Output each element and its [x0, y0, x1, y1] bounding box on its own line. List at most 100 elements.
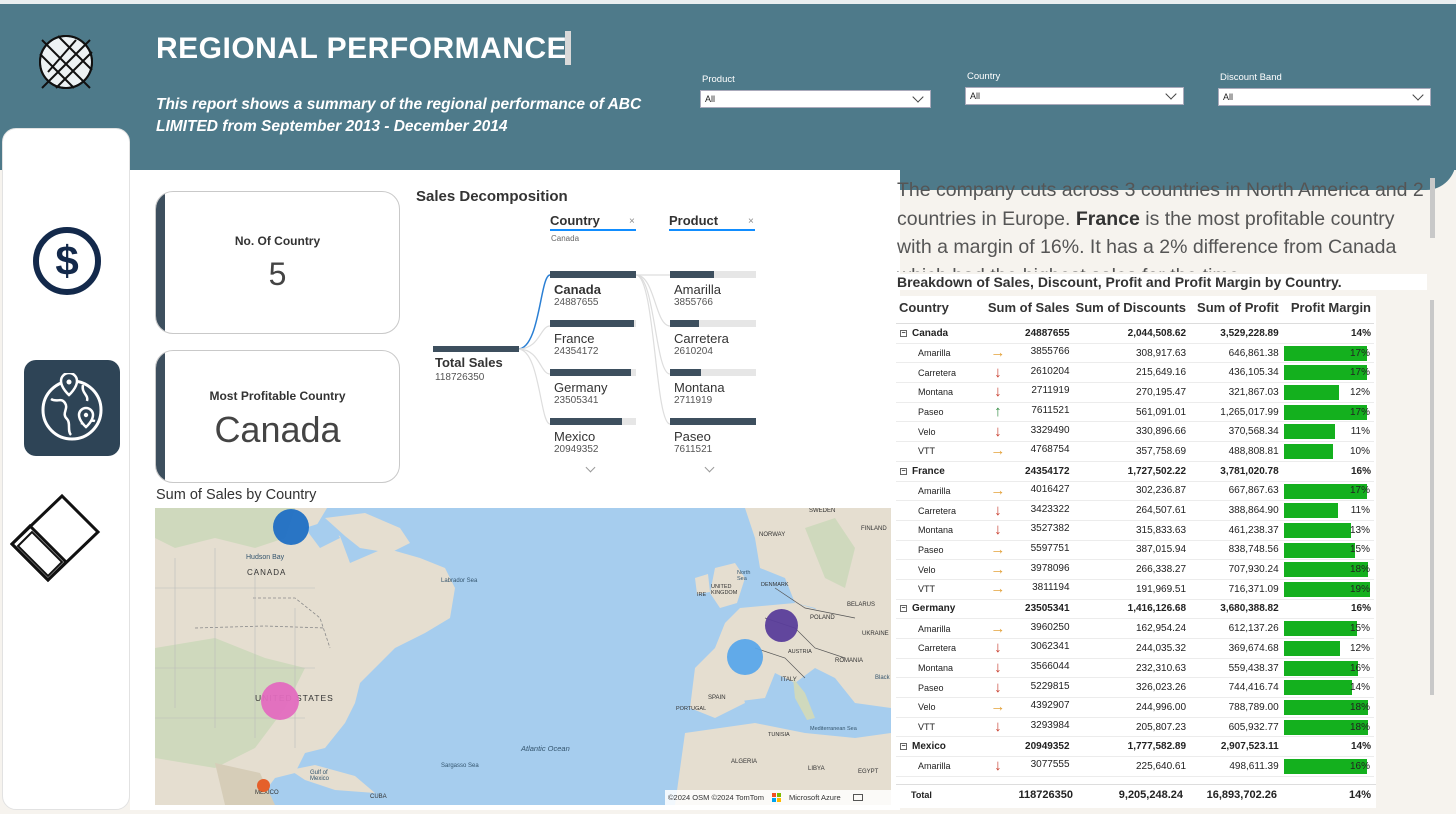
decomp-node-name[interactable]: Carretera: [674, 331, 729, 346]
decomp-node-bar[interactable]: [670, 369, 756, 376]
margin-cell: 14%: [1281, 323, 1374, 344]
canada-sales-bubble[interactable]: [273, 509, 309, 545]
decomp-node-name[interactable]: Amarilla: [674, 282, 721, 297]
total-sales: 118726350: [1018, 788, 1073, 801]
decomp-node-bar[interactable]: [670, 271, 756, 278]
france-sales-bubble[interactable]: [727, 639, 763, 675]
map-label: Hudson Bay: [246, 554, 285, 561]
margin-cell: 16%: [1281, 658, 1374, 679]
decomp-product-header[interactable]: Product: [669, 213, 755, 231]
arrow-down-icon: ↓: [994, 521, 1002, 539]
decomp-node-bar[interactable]: [550, 369, 636, 376]
decomp-node-name[interactable]: Canada: [554, 282, 601, 297]
matrix-row[interactable]: Paseo ↑ 7611521 561,091.01 1,265,017.99 17%: [896, 402, 1374, 423]
matrix-row[interactable]: Paseo ↓ 5229815 326,023.26 744,416.74 14%: [896, 677, 1374, 699]
matrix-row[interactable]: Paseo → 5597751 387,015.94 838,748.56 15%: [896, 540, 1374, 561]
matrix-row[interactable]: Velo → 3978096 266,338.27 707,930.24 18%: [896, 559, 1374, 580]
mexico-sales-bubble[interactable]: [257, 779, 270, 792]
matrix-row[interactable]: Montana ↓ 3527382 315,833.63 461,238.37 13%: [896, 520, 1374, 541]
germany-sales-bubble[interactable]: [765, 609, 798, 642]
header-sales[interactable]: Sum of Sales: [984, 296, 1073, 324]
row-name: Montana: [918, 387, 954, 398]
arrow-up-icon: ↑: [994, 403, 1002, 421]
narrative-scrollbar[interactable]: [1430, 178, 1435, 238]
profit-cell: 488,808.81: [1189, 441, 1282, 462]
collapse-icon[interactable]: −: [900, 743, 907, 751]
matrix-row[interactable]: Amarilla → 4016427 302,236.87 667,867.63 17%: [896, 481, 1374, 502]
decomp-node-fill: [670, 418, 756, 425]
matrix-row[interactable]: Montana ↓ 2711919 270,195.47 321,867.03 12%: [896, 382, 1374, 403]
sales-value: 3293984: [1030, 720, 1070, 732]
decomp-node-name[interactable]: Germany: [554, 380, 608, 395]
sales-value: 2610204: [1030, 365, 1070, 377]
total-margin: 14%: [1348, 788, 1371, 801]
header-discounts[interactable]: Sum of Discounts: [1072, 296, 1190, 324]
header-country[interactable]: Country: [896, 296, 985, 324]
matrix-row[interactable]: Carretera ↓ 3062341 244,035.32 369,674.68 12%: [896, 638, 1374, 659]
matrix-group-row[interactable]: − Mexico 20949352 1,777,582.89 2,907,523.11 1…: [896, 736, 1374, 758]
sales-page-button[interactable]: $: [20, 214, 114, 308]
sales-value: 3329490: [1030, 424, 1070, 436]
discount-cell: 308,917.63: [1072, 343, 1190, 364]
margin-cell: 18%: [1281, 717, 1374, 738]
map-label: DENMARK: [761, 582, 789, 588]
discount-slicer-label: Discount Band: [1220, 72, 1282, 83]
decomp-node-bar[interactable]: [550, 418, 636, 425]
decomp-node-value: 2711919: [674, 395, 713, 406]
matrix-row[interactable]: VTT ↓ 3293984 205,807.23 605,932.77 18%: [896, 717, 1374, 738]
matrix-row[interactable]: Amarilla → 3960250 162,954.24 612,137.26 15%: [896, 618, 1374, 639]
product-slicer[interactable]: All: [700, 90, 931, 108]
matrix-group-row[interactable]: − Germany 23505341 1,416,126.68 3,680,388.82…: [896, 599, 1374, 620]
margin-cell: 11%: [1281, 500, 1374, 521]
card-accent-bar: [156, 351, 165, 482]
matrix-row[interactable]: Carretera ↓ 3423322 264,507.61 388,864.90 11%: [896, 500, 1374, 521]
header-profit[interactable]: Sum of Profit: [1189, 296, 1282, 324]
map-title: Sum of Sales by Country: [156, 487, 317, 503]
map-label: ITALY: [781, 677, 797, 683]
decomp-node-name[interactable]: Paseo: [674, 429, 711, 444]
us-sales-bubble[interactable]: [261, 682, 299, 720]
feedback-icon[interactable]: [852, 794, 863, 801]
eraser-reset-button[interactable]: [10, 492, 102, 586]
sales-value: 3855766: [1030, 346, 1070, 358]
arrow-down-icon: ↓: [994, 718, 1002, 736]
matrix-group-row[interactable]: − Canada 24887655 2,044,508.62 3,529,228.89 1…: [896, 323, 1374, 344]
row-name-cell: Amarilla: [896, 481, 985, 502]
narrative-highlight: France: [1075, 207, 1140, 230]
collapse-icon[interactable]: −: [900, 329, 907, 337]
title-accent-bar: [565, 31, 571, 65]
matrix-row[interactable]: Velo ↓ 3329490 330,896.66 370,568.34 11%: [896, 421, 1374, 443]
matrix-row[interactable]: Montana ↓ 3566044 232,310.63 559,438.37 16%: [896, 658, 1374, 679]
map-label: IRE: [697, 592, 707, 598]
decomp-node-name[interactable]: Montana: [674, 380, 725, 395]
matrix-row[interactable]: VTT → 4768754 357,758.69 488,808.81 10%: [896, 441, 1374, 462]
matrix-row[interactable]: Amarilla ↓ 3077555 225,640.61 498,611.39 16%: [896, 756, 1374, 777]
product-slicer-label: Product: [702, 74, 735, 85]
narrative-text: is the most profitable country with a ma…: [897, 207, 1397, 273]
matrix-row[interactable]: VTT → 3811194 191,969.51 716,371.09 19%: [896, 579, 1374, 600]
decomp-node-bar[interactable]: [550, 320, 636, 327]
decomp-node-name[interactable]: Mexico: [554, 429, 596, 444]
decomp-node-bar[interactable]: [670, 320, 756, 327]
discount-band-slicer[interactable]: All: [1218, 88, 1431, 106]
decomp-node-bar[interactable]: [670, 418, 756, 425]
sales-map[interactable]: Hudson Bay Labrador Sea CANADA UNITED ST…: [155, 508, 891, 805]
margin-value: 17%: [1349, 406, 1370, 418]
regional-page-button[interactable]: [24, 360, 120, 456]
decomp-node-name[interactable]: France: [554, 331, 595, 346]
close-icon[interactable]: ×: [629, 216, 635, 227]
matrix-group-row[interactable]: − France 24354172 1,727,502.22 3,781,020.78 1…: [896, 461, 1374, 482]
margin-value: 15%: [1349, 623, 1370, 635]
matrix-scrollbar[interactable]: [1430, 300, 1434, 695]
matrix-row[interactable]: Velo → 4392907 244,996.00 788,789.00 18%: [896, 697, 1374, 718]
decomp-node-bar[interactable]: [550, 271, 636, 278]
collapse-icon[interactable]: −: [900, 605, 907, 613]
country-slicer[interactable]: All: [965, 87, 1184, 105]
matrix-row[interactable]: Carretera ↓ 2610204 215,649.16 436,105.34 17%: [896, 362, 1374, 384]
close-icon[interactable]: ×: [748, 216, 754, 227]
discount-cell: 315,833.63: [1072, 520, 1190, 541]
decomp-country-header[interactable]: Country: [550, 213, 636, 231]
header-margin[interactable]: Profit Margin: [1281, 296, 1374, 324]
matrix-row[interactable]: Amarilla → 3855766 308,917.63 646,861.38 17%: [896, 343, 1374, 364]
collapse-icon[interactable]: −: [900, 467, 907, 475]
